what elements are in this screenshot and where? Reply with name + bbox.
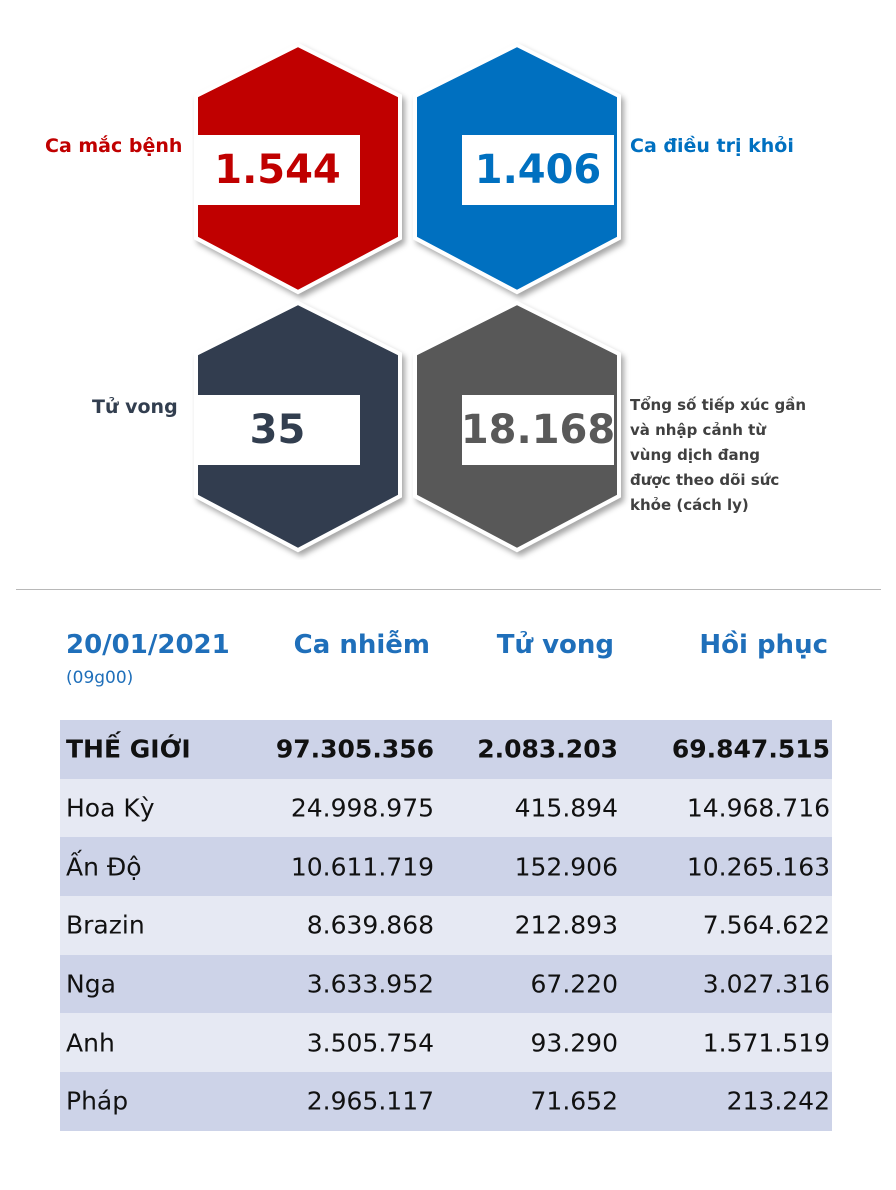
deaths-cell: 212.893: [514, 910, 618, 940]
cases-value: 1.544: [195, 135, 360, 205]
monitored-label-line: vùng dịch đang: [630, 446, 761, 464]
recovered-value: 1.406: [462, 135, 614, 205]
monitored-label: Tổng số tiếp xúc gần và nhập cảnh từ vùn…: [630, 393, 820, 518]
table-row: Nga 3.633.952 67.220 3.027.316: [60, 954, 832, 1014]
country-table: THẾ GIỚI 97.305.356 2.083.203 69.847.515…: [60, 720, 832, 1131]
deaths-label: Tử vong: [92, 396, 178, 418]
country-name: Brazin: [66, 910, 145, 940]
deaths-cell: 93.290: [530, 1028, 618, 1058]
cases-cell: 10.611.719: [290, 852, 434, 882]
monitored-label-line: và nhập cảnh từ: [630, 421, 767, 439]
cases-label: Ca mắc bệnh: [45, 135, 183, 157]
recovered-cell: 1.571.519: [702, 1028, 830, 1058]
table-row: Brazin 8.639.868 212.893 7.564.622: [60, 896, 832, 955]
deaths-cell: 71.652: [530, 1086, 618, 1116]
header-recovered: Hồi phục: [699, 630, 828, 660]
table-row: Anh 3.505.754 93.290 1.571.519: [60, 1013, 832, 1073]
header-deaths: Tử vong: [496, 630, 614, 660]
country-name: Ấn Độ: [66, 852, 142, 882]
table-row: Ấn Độ 10.611.719 152.906 10.265.163: [60, 837, 832, 897]
deaths-cell: 2.083.203: [477, 734, 618, 764]
recovered-cell: 10.265.163: [686, 852, 830, 882]
recovered-cell: 3.027.316: [702, 969, 830, 999]
header-cases: Ca nhiễm: [293, 630, 430, 660]
cases-cell: 2.965.117: [306, 1086, 434, 1116]
table-row-world: THẾ GIỚI 97.305.356 2.083.203 69.847.515: [60, 720, 832, 779]
country-name: Pháp: [66, 1086, 129, 1116]
recovered-label: Ca điều trị khỏi: [630, 135, 794, 157]
table-time: (09g00): [66, 668, 134, 688]
recovered-cell: 7.564.622: [702, 910, 830, 940]
table-row: Hoa Kỳ 24.998.975 415.894 14.968.716: [60, 778, 832, 838]
recovered-cell: 14.968.716: [686, 793, 830, 823]
table-date: 20/01/2021: [66, 630, 230, 660]
country-name: Nga: [66, 969, 116, 999]
country-name: THẾ GIỚI: [66, 734, 191, 764]
cases-cell: 24.998.975: [290, 793, 434, 823]
cases-cell: 3.633.952: [306, 969, 434, 999]
monitored-label-line: được theo dõi sức: [630, 471, 780, 489]
monitored-label-line: Tổng số tiếp xúc gần: [630, 396, 807, 414]
deaths-cell: 67.220: [530, 969, 618, 999]
recovered-cell: 69.847.515: [671, 734, 830, 764]
cases-cell: 97.305.356: [275, 734, 434, 764]
monitored-value: 18.168: [461, 395, 615, 465]
recovered-cell: 213.242: [726, 1086, 830, 1116]
country-name: Anh: [66, 1028, 115, 1058]
deaths-cell: 152.906: [514, 852, 618, 882]
cases-cell: 8.639.868: [306, 910, 434, 940]
cases-cell: 3.505.754: [306, 1028, 434, 1058]
section-divider: [16, 589, 881, 590]
monitored-label-line: khỏe (cách ly): [630, 496, 749, 514]
country-name: Hoa Kỳ: [66, 793, 155, 823]
deaths-cell: 415.894: [514, 793, 618, 823]
deaths-value: 35: [195, 395, 360, 465]
table-row: Pháp 2.965.117 71.652 213.242: [60, 1072, 832, 1131]
